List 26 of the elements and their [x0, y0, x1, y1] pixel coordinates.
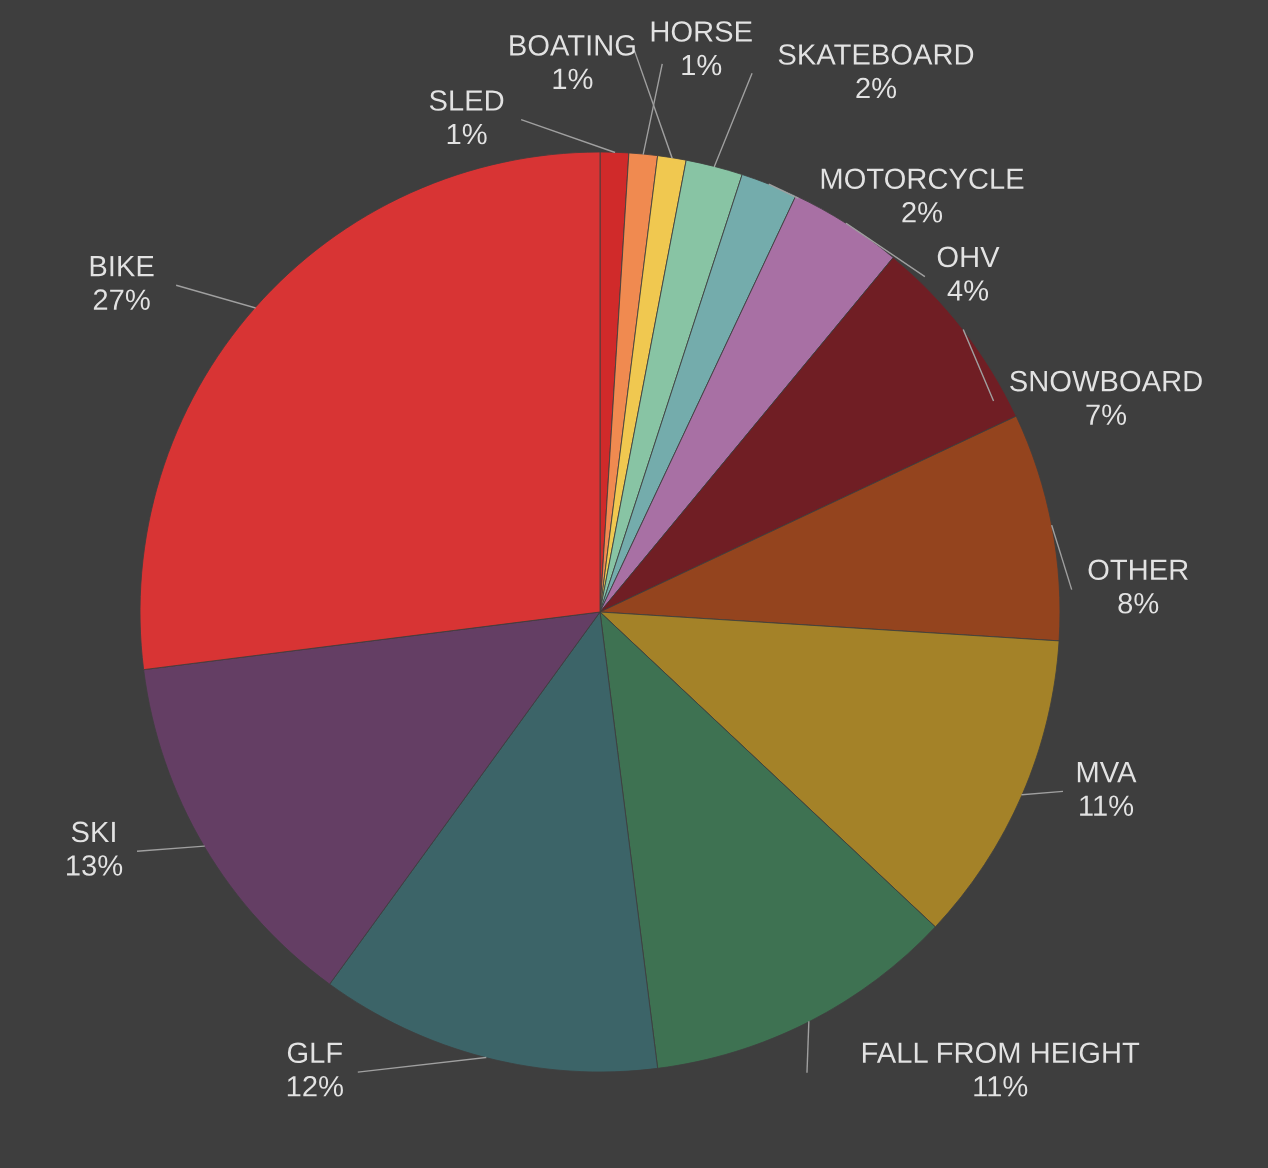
data-label: 7% [1086, 404, 1127, 425]
data-label: 8% [1118, 592, 1159, 614]
data-label: 1% [553, 68, 593, 90]
data-label: 27% [93, 289, 150, 310]
slice-label: OTHER [1088, 559, 1188, 581]
slice-label: FALL FROM HEIGHT [862, 1042, 1140, 1064]
slice-label: GLF [287, 1042, 342, 1064]
slice-label: SNOWBOARD [1010, 370, 1202, 392]
slice-label: MOTORCYCLE [821, 168, 1024, 190]
slice-label: BOATING [510, 35, 635, 56]
slice-label: SLED [429, 90, 504, 111]
data-label: 13% [67, 855, 123, 876]
data-label: 2% [856, 77, 897, 99]
data-label: 11% [974, 1076, 1028, 1097]
slice-label: MVA [1077, 762, 1137, 783]
data-label: 12% [287, 1075, 343, 1097]
data-label: 1% [682, 54, 722, 76]
data-label: 1% [447, 123, 487, 145]
slice-label: OHV [937, 246, 1000, 268]
data-label: 4% [947, 280, 989, 301]
slice-label: BIKE [90, 256, 154, 277]
slice-label: SKATEBOARD [778, 44, 974, 65]
data-label: 11% [1080, 795, 1134, 816]
slice-label: HORSE [651, 21, 752, 42]
slice-label: SKI [71, 821, 115, 843]
data-label: 2% [902, 201, 943, 223]
